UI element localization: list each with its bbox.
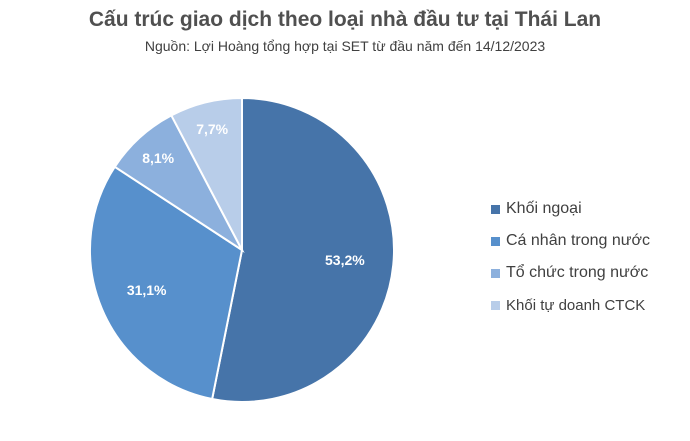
pie-slice bbox=[170, 96, 243, 251]
data-label: 7,7% bbox=[196, 121, 228, 137]
legend-label: Cá nhân trong nước bbox=[506, 232, 650, 249]
legend-swatch bbox=[491, 236, 500, 246]
pie-slice bbox=[89, 165, 244, 401]
legend-swatch bbox=[491, 300, 500, 310]
data-label: 31,1% bbox=[127, 282, 167, 298]
data-label: 53,2% bbox=[325, 252, 365, 268]
legend-item: Tổ chức trong nước bbox=[491, 257, 650, 289]
chart-subtitle: Nguồn: Lợi Hoàng tổng hợp tại SET từ đầu… bbox=[144, 38, 546, 54]
data-label: 8,1% bbox=[142, 150, 174, 166]
legend-label: Khối ngoại bbox=[506, 200, 582, 217]
legend-label: Tổ chức trong nước bbox=[506, 264, 649, 281]
legend-item: Khối ngoại bbox=[491, 193, 650, 225]
pie-slice bbox=[210, 96, 395, 403]
legend-swatch bbox=[491, 268, 500, 278]
legend: Khối ngoại Cá nhân trong nước Tổ chức tron… bbox=[491, 193, 650, 321]
legend-swatch bbox=[491, 204, 500, 214]
legend-item: Khối tự doanh CTCK bbox=[491, 289, 650, 321]
legend-label: Khối tự doanh CTCK bbox=[506, 296, 646, 314]
legend-item: Cá nhân trong nước bbox=[491, 225, 650, 257]
chart-title: Cấu trúc giao dịch theo loại nhà đầu tư … bbox=[88, 8, 602, 31]
